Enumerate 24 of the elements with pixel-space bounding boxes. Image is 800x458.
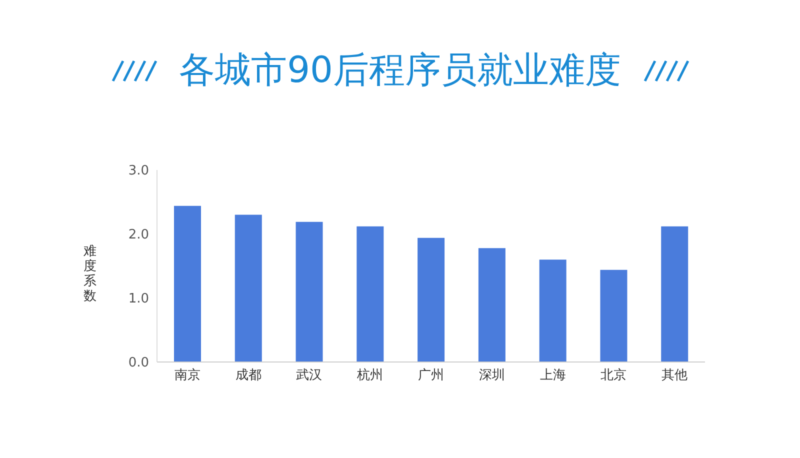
y-axis-title: 难度系数: [82, 244, 98, 304]
bar: [600, 270, 628, 362]
bar: [174, 206, 201, 362]
chart-title: 各城市90后程序员就业难度: [179, 49, 621, 93]
bar: [296, 222, 323, 362]
x-tick-label: 其他: [662, 368, 688, 384]
bar: [478, 248, 506, 362]
x-tick-label: 广州: [418, 368, 444, 384]
bar: [661, 226, 688, 362]
bar: [539, 260, 566, 362]
x-tick-label: 杭州: [356, 368, 384, 384]
x-tick-label: 成都: [235, 368, 262, 384]
x-tick-label: 深圳: [478, 368, 505, 384]
bar: [234, 214, 262, 362]
y-tick-label: 2.0: [128, 228, 149, 243]
y-tick-label: 1.0: [128, 292, 149, 307]
bar: [356, 226, 384, 362]
bar: [418, 238, 445, 362]
x-tick-label: 武汉: [296, 368, 322, 384]
x-tick-label: 北京: [600, 368, 627, 384]
x-tick-label: 上海: [540, 368, 566, 384]
y-tick-label: 0.0: [128, 356, 149, 371]
y-tick-label: 3.0: [128, 164, 149, 179]
x-tick-label: 南京: [174, 368, 200, 384]
